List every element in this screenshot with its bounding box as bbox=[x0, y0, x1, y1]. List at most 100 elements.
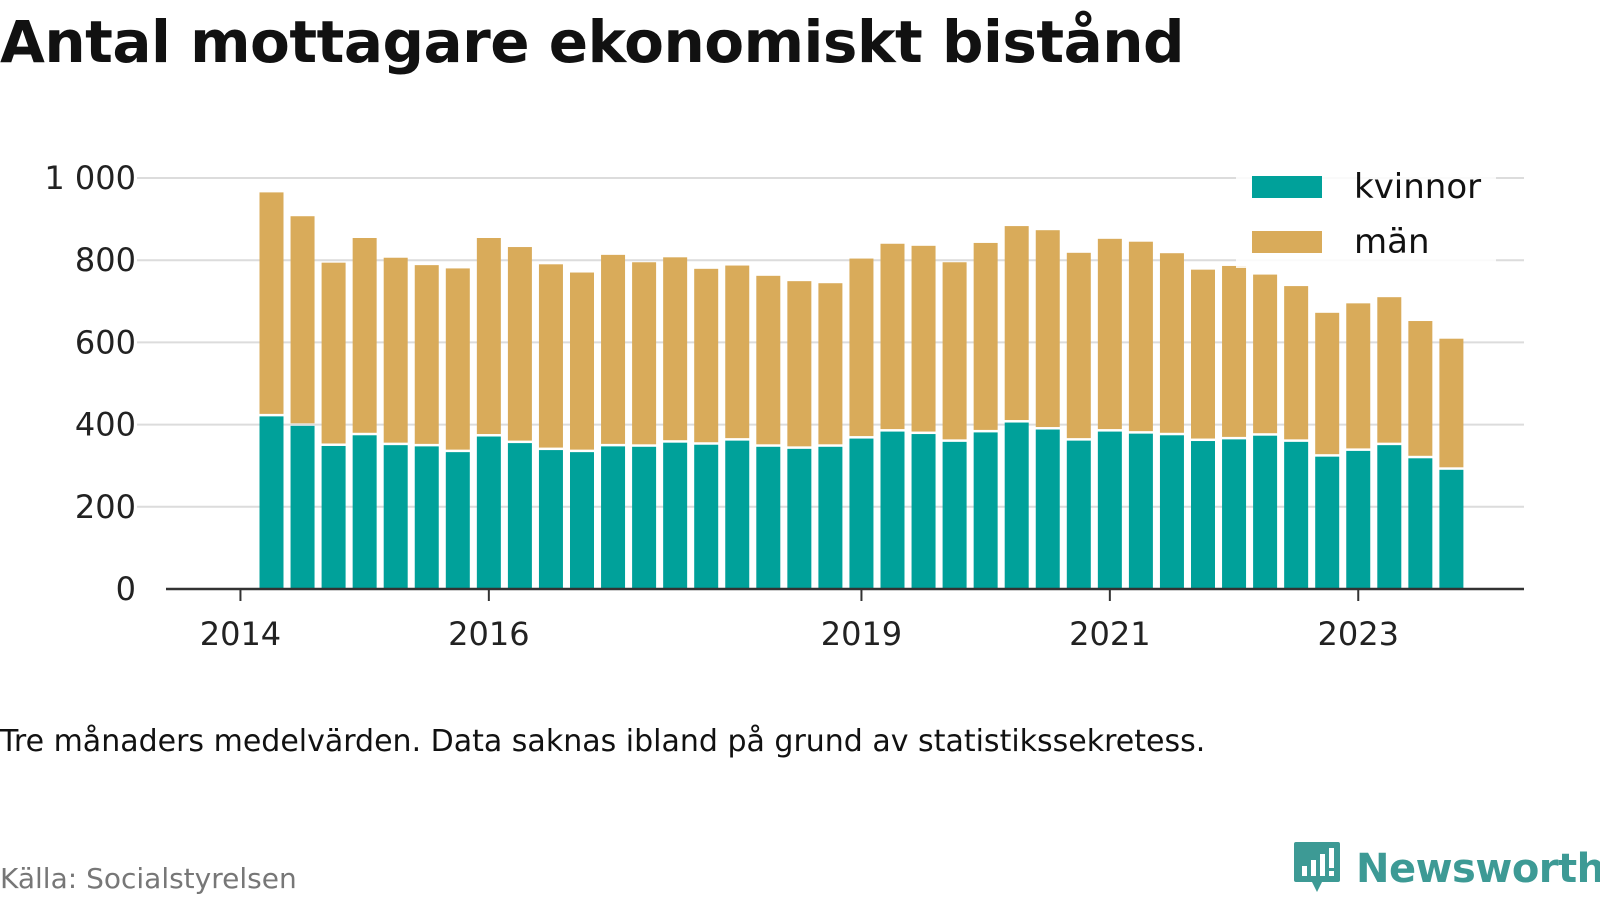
bar-kvinnor bbox=[1253, 435, 1278, 589]
bar-man bbox=[1097, 238, 1122, 430]
legend-label: män bbox=[1354, 222, 1430, 262]
bar-stack bbox=[787, 281, 812, 589]
bar-man bbox=[1159, 253, 1184, 433]
bar-man bbox=[1377, 297, 1402, 443]
bar-stack bbox=[383, 257, 408, 589]
bar-kvinnor bbox=[507, 443, 532, 589]
y-tick-label: 1 000 bbox=[44, 159, 136, 197]
bar-stack bbox=[259, 192, 284, 589]
bar-man bbox=[1222, 265, 1247, 437]
bar-kvinnor bbox=[321, 445, 346, 589]
bar-man bbox=[601, 254, 626, 444]
bar-stack bbox=[476, 238, 501, 589]
bar-stack bbox=[1377, 297, 1402, 589]
bar-kvinnor bbox=[942, 441, 967, 589]
bar-stack bbox=[911, 245, 936, 589]
bar-stack bbox=[725, 265, 750, 589]
bar-kvinnor bbox=[1439, 469, 1464, 589]
bar-kvinnor bbox=[476, 436, 501, 589]
bar-stack bbox=[445, 268, 470, 589]
bar-man bbox=[1004, 226, 1029, 421]
bar-stack bbox=[880, 243, 905, 589]
x-tick-label: 2016 bbox=[448, 615, 529, 653]
bar-kvinnor bbox=[570, 452, 594, 589]
legend: kvinnor män bbox=[1236, 167, 1496, 268]
bar-kvinnor bbox=[1222, 439, 1247, 589]
bar-stack bbox=[321, 262, 346, 589]
bar-stack bbox=[756, 275, 781, 589]
bar-stack bbox=[1004, 226, 1029, 589]
bar-man bbox=[973, 242, 998, 430]
bar-kvinnor bbox=[787, 448, 812, 589]
bar-stack bbox=[538, 264, 563, 589]
bar-kvinnor bbox=[1408, 458, 1433, 589]
bar-stack bbox=[570, 272, 594, 589]
y-tick-label: 0 bbox=[116, 570, 136, 608]
bar-stack bbox=[1128, 241, 1153, 589]
bar-stack bbox=[849, 258, 874, 589]
bar-stack bbox=[1035, 230, 1060, 589]
bar-stack bbox=[1159, 253, 1184, 589]
bar-man bbox=[383, 257, 408, 443]
chart-title: Antal mottagare ekonomiskt bistånd bbox=[0, 8, 1185, 76]
bars bbox=[259, 192, 1464, 589]
bar-man bbox=[1253, 274, 1278, 434]
bar-kvinnor bbox=[725, 440, 750, 589]
bar-man bbox=[756, 275, 781, 445]
newsworthy-logo-icon bbox=[1294, 842, 1340, 892]
y-tick-label: 200 bbox=[75, 488, 136, 526]
bar-man bbox=[1284, 286, 1309, 440]
bar-kvinnor bbox=[632, 446, 657, 589]
bar-man bbox=[1066, 252, 1091, 439]
legend-swatch bbox=[1252, 176, 1322, 198]
bar-man bbox=[880, 243, 905, 430]
bar-stack bbox=[1253, 274, 1278, 589]
bar-man bbox=[849, 258, 874, 437]
bar-stack bbox=[601, 254, 626, 589]
bar-stack bbox=[942, 262, 967, 589]
bar-man bbox=[414, 265, 439, 444]
y-tick-label: 400 bbox=[75, 406, 136, 444]
bar-stack bbox=[414, 265, 439, 589]
bar-man bbox=[476, 238, 501, 435]
chart-note: Tre månaders medelvärden. Data saknas ib… bbox=[0, 724, 1206, 759]
bar-man bbox=[1128, 241, 1153, 432]
legend-label: kvinnor bbox=[1354, 167, 1481, 207]
bar-stack bbox=[632, 262, 657, 589]
bar-stack bbox=[1222, 265, 1247, 589]
bar-stack bbox=[663, 257, 688, 589]
bar-kvinnor bbox=[663, 442, 688, 589]
bar-kvinnor bbox=[1035, 429, 1060, 589]
bar-kvinnor bbox=[1191, 441, 1215, 589]
bar-man bbox=[1439, 338, 1464, 468]
bar-kvinnor bbox=[1284, 441, 1309, 589]
bar-stack bbox=[694, 268, 719, 589]
bar-man bbox=[507, 247, 532, 441]
bar-kvinnor bbox=[973, 432, 998, 589]
bar-stack bbox=[1408, 321, 1433, 589]
bar-stack bbox=[352, 238, 377, 589]
bar-man bbox=[1346, 303, 1371, 449]
brand-name: Newsworthy bbox=[1356, 846, 1600, 892]
bar-stack bbox=[290, 216, 315, 589]
bar-stack bbox=[507, 247, 532, 589]
bar-kvinnor bbox=[1128, 433, 1153, 589]
bar-stack bbox=[1097, 238, 1122, 589]
x-tick-label: 2023 bbox=[1318, 615, 1399, 653]
bar-kvinnor bbox=[1377, 445, 1402, 589]
bar-man bbox=[570, 272, 594, 450]
bar-man bbox=[942, 262, 967, 440]
bar-man bbox=[1315, 312, 1340, 455]
bar-man bbox=[538, 264, 563, 448]
x-tick-label: 2019 bbox=[821, 615, 902, 653]
bar-stack bbox=[973, 242, 998, 589]
bar-kvinnor bbox=[383, 445, 408, 589]
bar-stack bbox=[1315, 312, 1340, 589]
bar-kvinnor bbox=[911, 434, 936, 589]
source-label: Källa: Socialstyrelsen bbox=[0, 862, 297, 895]
bar-kvinnor bbox=[818, 446, 843, 589]
bar-man bbox=[632, 262, 657, 445]
bar-man bbox=[445, 268, 470, 450]
bar-kvinnor bbox=[259, 416, 284, 589]
